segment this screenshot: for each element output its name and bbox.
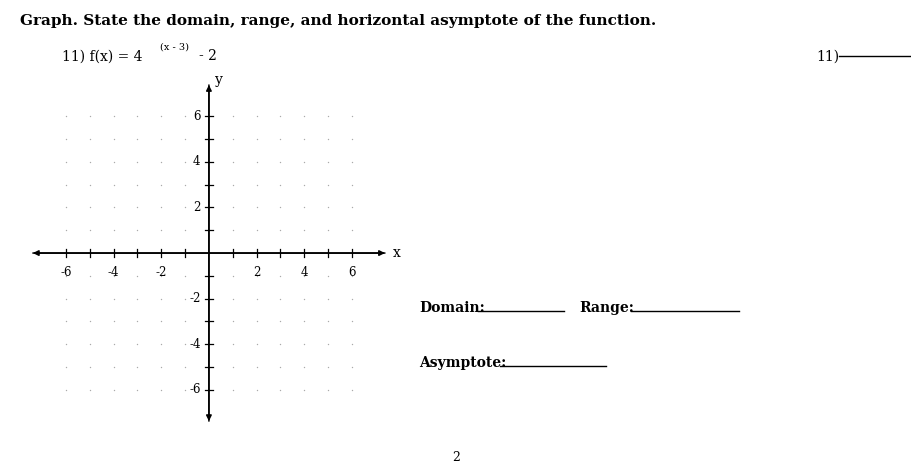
- Text: Asymptote:: Asymptote:: [419, 356, 507, 370]
- Text: 11): 11): [815, 49, 838, 64]
- Text: Domain:: Domain:: [419, 301, 485, 316]
- Text: Range:: Range:: [578, 301, 633, 316]
- Text: -2: -2: [156, 266, 167, 278]
- Text: -6: -6: [60, 266, 72, 278]
- Text: -2: -2: [189, 292, 200, 305]
- Text: 11) f(x) = 4: 11) f(x) = 4: [62, 49, 142, 64]
- Text: -4: -4: [189, 338, 200, 351]
- Text: y: y: [215, 73, 222, 87]
- Text: -4: -4: [107, 266, 119, 278]
- Text: - 2: - 2: [199, 49, 217, 64]
- Text: (x - 3): (x - 3): [159, 42, 189, 51]
- Text: x: x: [392, 246, 400, 260]
- Text: 2: 2: [452, 451, 459, 464]
- Text: 4: 4: [193, 155, 200, 169]
- Text: 2: 2: [193, 201, 200, 214]
- Text: -6: -6: [189, 383, 200, 396]
- Text: Graph. State the domain, range, and horizontal asymptote of the function.: Graph. State the domain, range, and hori…: [20, 14, 656, 28]
- Text: 6: 6: [193, 110, 200, 123]
- Text: 6: 6: [348, 266, 355, 278]
- Text: 2: 2: [252, 266, 260, 278]
- Text: 4: 4: [301, 266, 308, 278]
